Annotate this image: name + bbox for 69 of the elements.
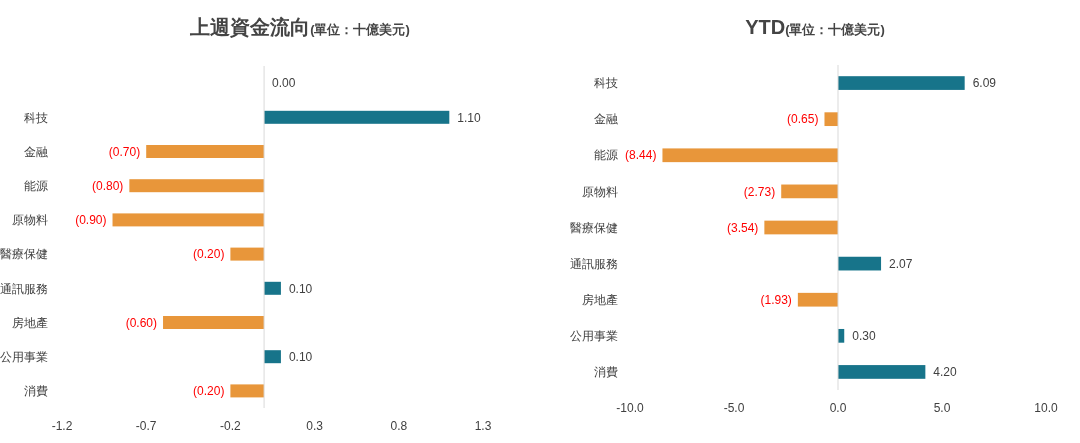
data-label: (0.70) — [108, 144, 141, 159]
y-tick-label: 金融 — [594, 112, 618, 127]
x-tick-label: 0.8 — [390, 419, 408, 433]
bar — [146, 145, 265, 158]
data-label: (0.80) — [92, 178, 124, 193]
x-tick-label: -0.2 — [220, 419, 242, 433]
bar — [129, 179, 265, 193]
y-tick-label: 科技 — [594, 76, 618, 91]
x-tick-label: -5.0 — [723, 401, 745, 415]
y-tick-label: 公用事業 — [570, 329, 618, 344]
data-label: (0.60) — [125, 315, 158, 330]
chart-title: 上週資金流向 — [189, 16, 311, 38]
bar — [230, 384, 265, 398]
y-tick-label: 公用事業 — [0, 349, 48, 364]
y-tick-label: 房地產 — [582, 292, 618, 307]
y-tick-label: 能源 — [594, 148, 618, 163]
data-label: (0.20) — [193, 247, 225, 262]
bar — [838, 76, 965, 90]
bar — [764, 220, 838, 235]
bar — [781, 184, 838, 199]
y-tick-label: 科技 — [24, 110, 48, 125]
data-label: (3.54) — [727, 220, 759, 235]
data-label: 0.00 — [272, 76, 296, 91]
bar — [264, 110, 450, 124]
chart-title: YTD — [745, 16, 786, 38]
y-tick-label: 通訊服務 — [0, 281, 48, 296]
y-tick-label: 能源 — [24, 178, 48, 193]
x-tick-label: -0.7 — [135, 419, 157, 433]
y-tick-label: 醫療保健 — [570, 220, 618, 235]
x-tick-label: -1.2 — [51, 419, 73, 433]
y-tick-label: 房地產 — [12, 315, 48, 330]
x-tick-label: 0.0 — [829, 401, 847, 415]
bar — [264, 281, 281, 295]
x-tick-label: 5.0 — [933, 401, 951, 415]
data-label: (8.44) — [625, 148, 657, 163]
data-label: 2.07 — [889, 256, 913, 271]
y-tick-label: 消費 — [594, 365, 618, 380]
data-label: 1.10 — [457, 110, 481, 125]
data-label: (1.93) — [760, 292, 792, 307]
y-tick-label: 消費 — [24, 384, 48, 399]
bar — [838, 256, 882, 271]
bar — [112, 213, 265, 227]
bar — [163, 316, 265, 329]
data-label: (0.20) — [193, 384, 225, 399]
bar — [264, 350, 281, 364]
bar — [230, 247, 265, 261]
data-label: 0.10 — [288, 349, 313, 364]
bar — [662, 148, 838, 163]
x-tick-label: -10.0 — [616, 401, 644, 415]
chart-subtitle: (單位：十億美元) — [310, 22, 410, 37]
chart-subtitle: (單位：十億美元) — [785, 22, 885, 37]
x-tick-label: 10.0 — [1034, 401, 1058, 415]
data-label: 6.09 — [972, 76, 997, 91]
bar — [797, 292, 838, 307]
y-tick-label: 原物料 — [12, 213, 48, 228]
bar — [824, 112, 838, 127]
data-label: 0.10 — [288, 281, 313, 296]
bar — [838, 365, 926, 379]
y-tick-label: 金融 — [24, 144, 48, 159]
x-tick-label: 0.3 — [306, 419, 324, 433]
y-tick-label: 通訊服務 — [570, 256, 618, 271]
data-label: (0.90) — [75, 213, 107, 228]
x-tick-label: 1.3 — [474, 419, 492, 433]
y-tick-label: 醫療保健 — [0, 247, 48, 262]
data-label: 0.30 — [852, 329, 876, 344]
y-tick-label: 原物料 — [582, 184, 618, 199]
data-label: (2.73) — [743, 184, 776, 199]
data-label: (0.65) — [787, 112, 819, 127]
data-label: 4.20 — [933, 365, 958, 380]
